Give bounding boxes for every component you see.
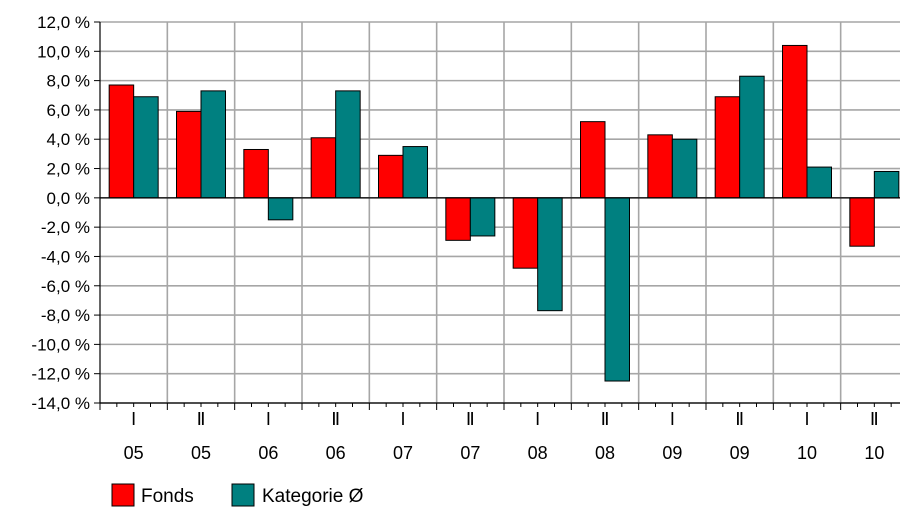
bar-kategorie [806,166,832,199]
y-tick-label: -2,0 % [41,218,90,237]
x-tick-label-year: 06 [326,443,346,463]
x-tick-label-year: 09 [662,443,682,463]
bar-kategorie [537,197,563,312]
y-tick-label: 0,0 % [47,189,90,208]
bar-fonds [714,96,741,199]
x-tick-label-year: 10 [864,443,884,463]
y-tick-label: 10,0 % [37,42,90,61]
bar-kategorie [267,197,294,221]
y-tick-label: -10,0 % [31,335,90,354]
x-tick-label-half: I [670,409,675,429]
bars [108,44,900,382]
x-tick-label-half: I [131,409,136,429]
y-tick-label: -4,0 % [41,247,90,266]
x-tick-label-year: 09 [730,443,750,463]
y-tick-label: 6,0 % [47,101,90,120]
x-tick-label-half: I [535,409,540,429]
bar-fonds [782,44,808,199]
y-tick-label: 12,0 % [37,13,90,32]
bar-kategorie [469,197,496,237]
x-tick-label-year: 05 [191,443,211,463]
legend: Fonds Kategorie Ø [111,483,364,507]
legend-label-fonds: Fonds [141,486,194,507]
y-tick-label: 8,0 % [47,72,90,91]
bar-kategorie [873,170,900,199]
bar-fonds [378,154,404,199]
bar-fonds [580,121,606,199]
legend-swatch-fonds [111,483,135,507]
y-tick-label: -12,0 % [31,365,90,384]
bar-fonds [512,197,539,269]
x-tick-label-year: 08 [528,443,548,463]
bar-kategorie [671,138,698,199]
y-tick-label: -14,0 % [31,394,90,413]
x-tick-label-half: Ⅱ [735,409,744,429]
y-tick-label: 4,0 % [47,130,90,149]
bar-fonds [108,84,135,199]
y-tick-labels: 12,0 % 10,0 % 8,0 % 6,0 % 4,0 % 2,0 % 0,0 % -2,… [31,13,90,413]
x-tick-label-year: 10 [797,443,817,463]
bar-fonds [849,197,875,247]
bar-kategorie [604,197,630,382]
bar-kategorie [200,90,226,199]
bar-fonds [176,110,202,199]
x-tick-label-half: I [804,409,809,429]
x-tick-label-year: 05 [124,443,144,463]
x-tick-label-half: Ⅱ [466,409,475,429]
x-tick-label-year: 08 [595,443,615,463]
bar-fonds [445,197,471,241]
x-tick-label-half: I [266,409,271,429]
y-tick-label: -6,0 % [41,277,90,296]
x-tick-label-half: Ⅱ [197,409,206,429]
x-tick-label-year: 06 [258,443,278,463]
bar-kategorie [133,96,159,199]
bar-fonds [243,148,269,199]
axes [94,21,900,410]
bar-kategorie [402,146,428,199]
x-tick-label-half: Ⅱ [601,409,610,429]
bar-fonds [310,137,337,199]
y-tick-label: -8,0 % [41,306,90,325]
legend-label-kategorie: Kategorie Ø [262,486,364,507]
gridlines [100,21,900,404]
x-tick-label-half: Ⅱ [331,409,340,429]
x-tick-label-year: 07 [460,443,480,463]
bar-kategorie [739,75,765,199]
y-tick-label: 2,0 % [47,160,90,179]
x-tick-label-half: I [400,409,405,429]
bar-kategorie [335,90,361,199]
bar-fonds [647,134,673,199]
x-tick-label-year: 07 [393,443,413,463]
x-tick-labels: I 05 Ⅱ 05 I 06 Ⅱ 06 I 07 Ⅱ 07 I 08 Ⅱ 08 I 09 Ⅱ 09 I 10 Ⅱ 10 [124,409,885,463]
legend-swatch-kategorie [231,483,255,507]
x-tick-label-half: Ⅱ [870,409,879,429]
